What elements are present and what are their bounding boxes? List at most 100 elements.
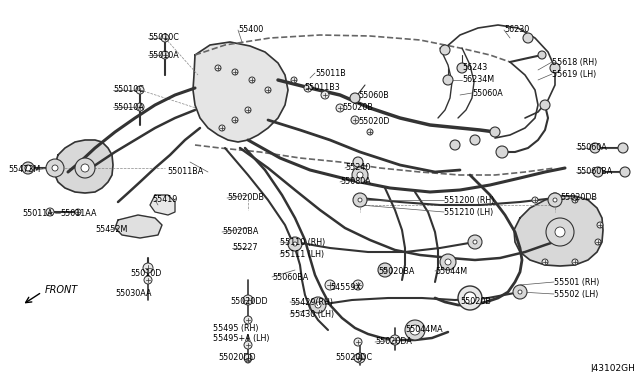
Circle shape: [249, 77, 255, 83]
Circle shape: [597, 222, 603, 228]
Circle shape: [590, 143, 600, 153]
Circle shape: [532, 197, 538, 203]
Circle shape: [355, 353, 365, 363]
Text: 55430 (LH): 55430 (LH): [290, 310, 334, 318]
Text: 55501 (RH): 55501 (RH): [554, 278, 600, 286]
Text: 55227: 55227: [232, 244, 258, 253]
Text: 55010C: 55010C: [113, 86, 144, 94]
Circle shape: [310, 297, 326, 313]
Text: 55020DD: 55020DD: [230, 298, 268, 307]
Circle shape: [618, 143, 628, 153]
Text: 55452M: 55452M: [95, 225, 127, 234]
Circle shape: [161, 34, 169, 42]
Circle shape: [358, 198, 362, 202]
Text: 55020D: 55020D: [358, 118, 390, 126]
Text: 55473M: 55473M: [8, 166, 40, 174]
Text: 55240: 55240: [345, 164, 371, 173]
Circle shape: [383, 268, 387, 272]
Circle shape: [161, 51, 169, 59]
Circle shape: [490, 127, 500, 137]
Circle shape: [378, 263, 392, 277]
Circle shape: [445, 259, 451, 265]
Text: 55010A: 55010A: [113, 103, 144, 112]
Text: 55011BA: 55011BA: [167, 167, 204, 176]
Text: 55020DD: 55020DD: [218, 353, 255, 362]
Circle shape: [367, 129, 373, 135]
Circle shape: [440, 254, 456, 270]
Circle shape: [546, 218, 574, 246]
Circle shape: [353, 280, 363, 290]
Text: 56243: 56243: [462, 64, 487, 73]
Circle shape: [443, 75, 453, 85]
Text: 55495 (RH): 55495 (RH): [213, 324, 259, 333]
Text: 55060BA: 55060BA: [576, 167, 612, 176]
Text: 55011A: 55011A: [22, 208, 52, 218]
Text: 55044MA: 55044MA: [405, 326, 443, 334]
Circle shape: [353, 193, 367, 207]
Polygon shape: [514, 196, 603, 266]
Circle shape: [464, 292, 476, 304]
Text: 55619 (LH): 55619 (LH): [552, 70, 596, 78]
Circle shape: [513, 285, 527, 299]
Circle shape: [245, 107, 251, 113]
Circle shape: [620, 167, 630, 177]
Circle shape: [440, 45, 450, 55]
Polygon shape: [115, 215, 162, 238]
Text: 55080A: 55080A: [340, 177, 371, 186]
Circle shape: [538, 51, 546, 59]
Text: 55110 (RH): 55110 (RH): [280, 237, 325, 247]
Text: 55020B: 55020B: [342, 103, 373, 112]
Circle shape: [351, 116, 359, 124]
Circle shape: [315, 302, 321, 308]
Circle shape: [75, 158, 95, 178]
Circle shape: [405, 320, 425, 340]
Circle shape: [595, 239, 601, 245]
Circle shape: [291, 77, 297, 83]
Circle shape: [136, 86, 144, 94]
Circle shape: [265, 87, 271, 93]
Circle shape: [550, 193, 560, 203]
Text: 54559X: 54559X: [330, 282, 361, 292]
Circle shape: [390, 335, 400, 345]
Text: 551210 (LH): 551210 (LH): [444, 208, 493, 217]
Text: 55020DC: 55020DC: [335, 353, 372, 362]
Text: 55020DB: 55020DB: [560, 193, 597, 202]
Polygon shape: [193, 42, 288, 142]
Circle shape: [540, 100, 550, 110]
Text: 55060B: 55060B: [358, 90, 388, 99]
Circle shape: [22, 162, 34, 174]
Circle shape: [473, 240, 477, 244]
Text: 56234M: 56234M: [462, 76, 494, 84]
Circle shape: [293, 242, 297, 246]
Circle shape: [244, 341, 252, 349]
Circle shape: [410, 325, 420, 335]
Circle shape: [555, 227, 565, 237]
Circle shape: [75, 209, 81, 215]
Text: 55502 (LH): 55502 (LH): [554, 289, 598, 298]
Text: J43102GH: J43102GH: [590, 364, 635, 372]
Text: 55060A: 55060A: [576, 144, 607, 153]
Text: 551200 (RH): 551200 (RH): [444, 196, 494, 205]
Text: FRONT: FRONT: [45, 285, 78, 295]
Circle shape: [357, 172, 363, 178]
Circle shape: [518, 290, 522, 294]
Circle shape: [542, 259, 548, 265]
Text: 55020B: 55020B: [460, 298, 491, 307]
Circle shape: [550, 63, 560, 73]
Text: 55010C: 55010C: [148, 33, 179, 42]
Circle shape: [136, 103, 144, 111]
Text: 55010D: 55010D: [130, 269, 161, 278]
Text: 55400: 55400: [238, 26, 263, 35]
Text: 55495+A (LH): 55495+A (LH): [213, 334, 269, 343]
Circle shape: [219, 125, 225, 131]
Text: 55419: 55419: [152, 196, 177, 205]
Text: 55011B3: 55011B3: [304, 83, 340, 92]
Circle shape: [548, 193, 562, 207]
Circle shape: [468, 235, 482, 249]
Circle shape: [232, 117, 238, 123]
Text: 55011B: 55011B: [315, 68, 346, 77]
Circle shape: [354, 354, 362, 362]
Circle shape: [336, 104, 344, 112]
Text: 55011AA: 55011AA: [60, 208, 97, 218]
Circle shape: [572, 259, 578, 265]
